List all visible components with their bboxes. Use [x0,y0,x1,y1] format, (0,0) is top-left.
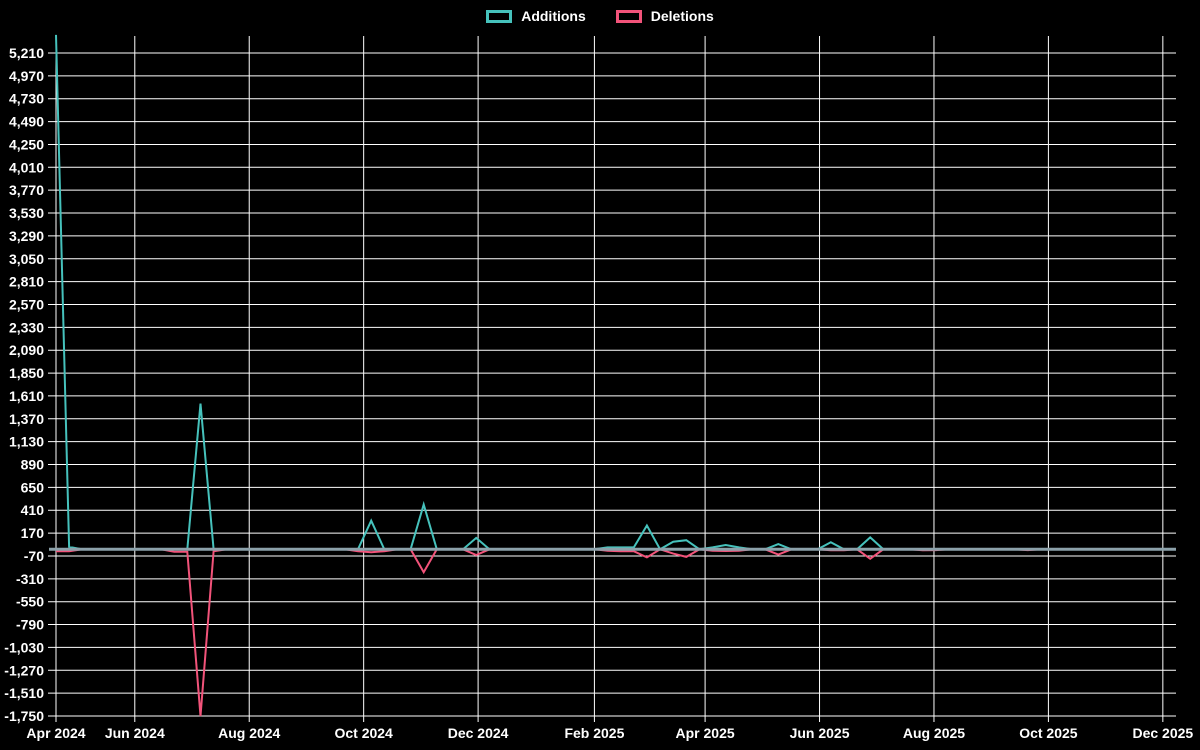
y-tick-label: -1,270 [4,662,44,678]
x-tick-label: Oct 2024 [334,725,393,741]
y-tick-label: 2,330 [9,319,44,335]
y-tick-label: 3,770 [9,182,44,198]
legend-item-deletions[interactable]: Deletions [615,8,714,24]
y-tick-label: -1,750 [4,708,44,724]
y-tick-label: -550 [16,594,44,610]
y-tick-label: 1,850 [9,365,44,381]
y-tick-label: 3,290 [9,228,44,244]
x-grid: Apr 2024 Jun 2024 Aug 2024 Oct 2024 Dec 2024… [26,36,1193,741]
x-tick-label: Dec 2024 [448,725,509,741]
x-tick-label: Dec 2025 [1132,725,1193,741]
x-tick-label: Apr 2024 [26,725,85,741]
y-tick-label: 170 [21,525,45,541]
legend-label-additions: Additions [521,8,586,24]
deletions-swatch-icon [615,9,642,23]
y-tick-label: 5,210 [9,45,44,61]
x-tick-label: Jun 2025 [790,725,850,741]
x-tick-label: Oct 2025 [1019,725,1078,741]
y-tick-label: 410 [21,502,45,518]
y-tick-label: 650 [21,479,45,495]
y-tick-label: 2,090 [9,342,44,358]
y-tick-label: -790 [16,617,44,633]
y-tick-label: 4,970 [9,68,44,84]
y-grid: 5,210 4,970 4,730 4,490 4,250 4,010 3,770 3,530… [4,45,1176,724]
y-tick-label: 890 [21,457,45,473]
chart-legend: Additions Deletions [0,9,1200,23]
legend-item-additions[interactable]: Additions [486,9,586,23]
y-tick-label: 4,250 [9,136,44,152]
y-tick-label: 3,050 [9,251,44,267]
y-tick-label: 2,570 [9,296,44,312]
y-tick-label: 1,130 [9,434,44,450]
y-tick-label: -310 [16,571,44,587]
x-tick-label: Feb 2025 [564,725,624,741]
y-tick-label: 2,810 [9,274,44,290]
y-tick-label: -70 [24,548,44,564]
y-tick-label: -1,510 [4,685,44,701]
deletions-line [56,548,1173,717]
y-tick-label: 4,490 [9,114,44,130]
x-tick-label: Aug 2024 [218,725,280,741]
legend-label-deletions: Deletions [650,8,714,24]
y-tick-label: -1,030 [4,639,44,655]
x-tick-label: Aug 2025 [903,725,965,741]
y-tick-label: 1,370 [9,411,44,427]
y-tick-label: 4,730 [9,91,44,107]
y-tick-label: 1,610 [9,388,44,404]
y-tick-label: 3,530 [9,205,44,221]
x-tick-label: Jun 2024 [105,725,165,741]
y-tick-label: 4,010 [9,159,44,175]
x-tick-label: Apr 2025 [676,725,735,741]
additions-line [55,34,1173,551]
additions-swatch-icon [486,9,513,23]
